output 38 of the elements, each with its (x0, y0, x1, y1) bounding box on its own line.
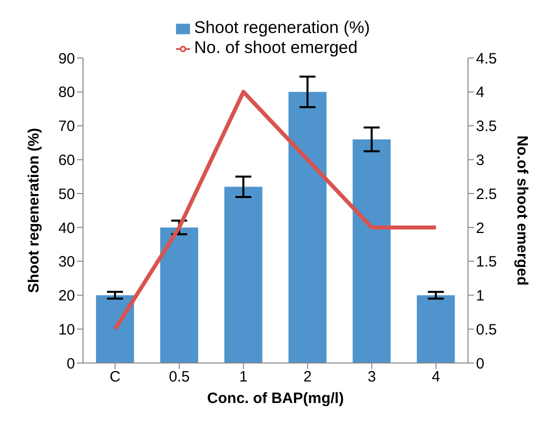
x-tick-label: C (110, 368, 121, 386)
legend-label: No. of shoot emerged (194, 38, 358, 57)
y-tick-label: 60 (58, 152, 75, 169)
y-tick-label: 80 (58, 84, 75, 102)
bar (288, 92, 326, 363)
y2-tick-label: 1 (476, 288, 484, 305)
bar (224, 186, 262, 363)
y2-tick-label: 4 (476, 84, 484, 102)
y2-tick-label: 4.5 (476, 50, 497, 68)
line-series (113, 90, 438, 332)
y-tick-label: 30 (58, 254, 75, 271)
y2-axis-title: No.of shoot emerged (514, 135, 531, 286)
x-axis-title: Conc. of BAP(mg/l) (207, 390, 344, 407)
y2-tick-label: 3 (476, 152, 484, 169)
x-tick-label: 3 (368, 368, 376, 386)
y2-tick-label: 3.5 (476, 118, 497, 136)
y-tick-label: 40 (58, 220, 75, 237)
bar (96, 295, 134, 363)
y2-tick-label: 1.5 (476, 254, 497, 271)
y2-tick-label: 0 (476, 355, 484, 372)
x-tick-label: 0.5 (168, 368, 190, 386)
x-tick-label: 4 (432, 368, 440, 386)
x-tick-label: 2 (303, 368, 312, 386)
legend-label: Shoot regeneration (%) (194, 18, 370, 37)
y-axis-title: Shoot regeneration (%) (25, 128, 42, 294)
y-tick-label: 70 (58, 118, 75, 136)
y-tick-label: 0 (66, 355, 75, 372)
y2-tick-label: 0.5 (476, 321, 497, 338)
y2-tick-label: 2.5 (476, 186, 497, 203)
y-tick-label: 90 (58, 50, 75, 68)
y-tick-label: 50 (58, 186, 75, 203)
x-tick-label: 1 (239, 368, 248, 386)
bar (352, 139, 391, 363)
y2-tick-label: 2 (476, 220, 484, 237)
bar (416, 295, 455, 363)
y-tick-label: 20 (58, 288, 75, 305)
bar (160, 227, 198, 363)
y-tick-label: 10 (58, 321, 75, 338)
